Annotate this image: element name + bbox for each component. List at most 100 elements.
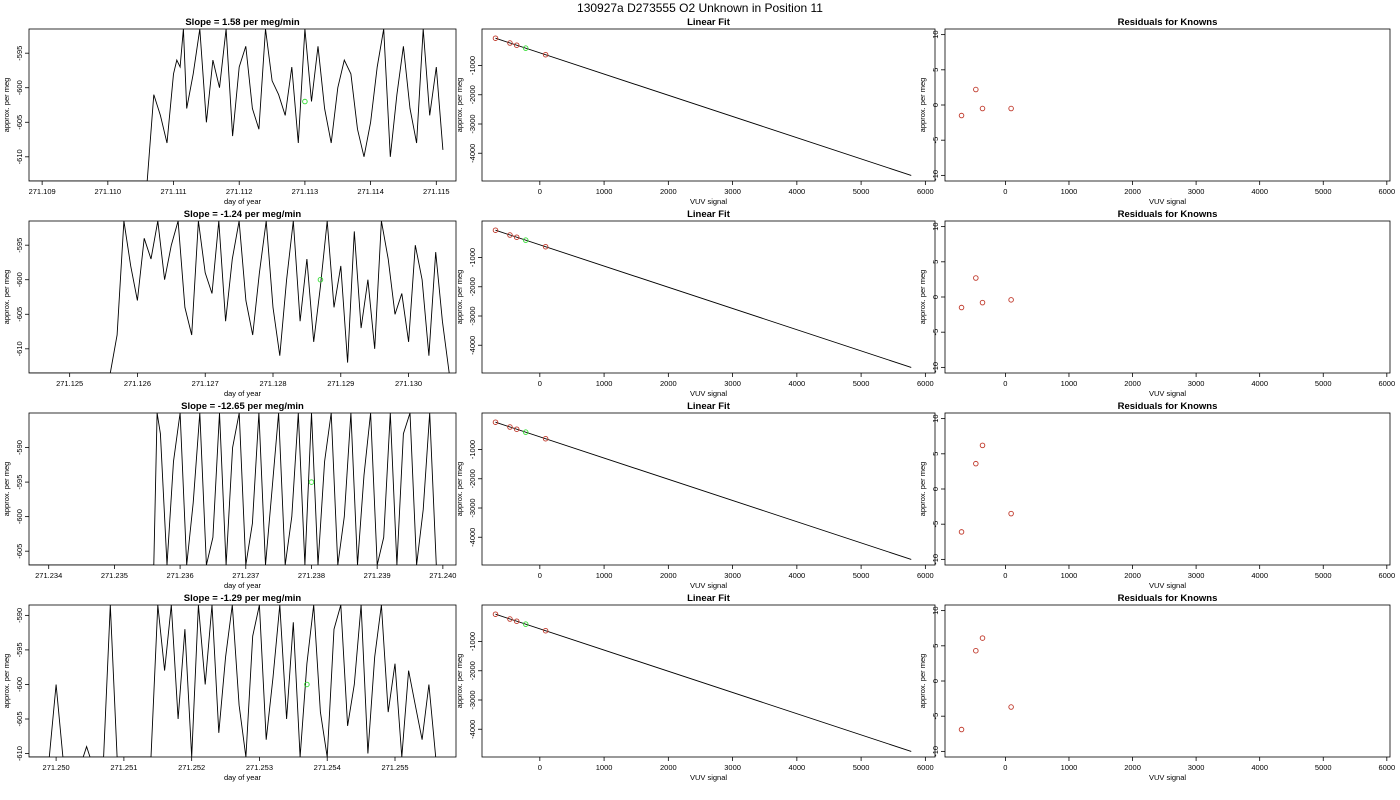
known-point [979, 442, 986, 449]
x-tick-label: 3000 [724, 571, 741, 580]
x-tick-label: 271.251 [110, 763, 137, 772]
x-tick-label: 271.127 [192, 379, 219, 388]
known-point [1008, 704, 1014, 710]
x-tick-label: 6000 [917, 187, 934, 196]
x-tick-label: 4000 [1251, 379, 1268, 388]
x-tick-label: 4000 [1251, 571, 1268, 580]
y-tick-label: 10 [931, 222, 940, 230]
unknown-point [302, 98, 308, 105]
panel-title: Linear Fit [687, 401, 731, 412]
x-tick-label: 5000 [853, 571, 870, 580]
x-tick-label: 1000 [596, 187, 613, 196]
y-tick-label: -2000 [468, 661, 477, 680]
x-tick-label: 271.236 [167, 571, 194, 580]
y-tick-label: -595 [15, 238, 24, 253]
y-axis-label: approx. per meg [2, 654, 11, 709]
x-tick-label: 2000 [1124, 763, 1141, 772]
figure-title: 130927a D273555 O2 Unknown in Position 1… [577, 1, 823, 15]
panel-title: Residuals for Knowns [1118, 17, 1218, 28]
y-tick-label: -605 [15, 544, 24, 559]
x-axis-label: VUV signal [690, 197, 727, 206]
x-tick-label: 271.109 [29, 187, 56, 196]
y-tick-label: -4000 [468, 528, 477, 547]
x-tick-label: 271.239 [364, 571, 391, 580]
y-tick-label: -4000 [468, 144, 477, 163]
x-tick-label: 3000 [724, 187, 741, 196]
x-tick-label: 271.237 [232, 571, 259, 580]
y-tick-label: -10 [931, 362, 940, 373]
x-tick-label: 4000 [789, 763, 806, 772]
known-point [507, 616, 513, 622]
panel-linear-fit-1: Linear Fit 0 1000 2000 3000 4000 5000 6000 -1000… [455, 17, 936, 206]
known-point [973, 86, 979, 93]
x-tick-label: 0 [1003, 379, 1007, 388]
known-point [492, 35, 499, 41]
known-point [492, 227, 499, 233]
y-axis-label: approx. per meg [2, 462, 11, 517]
x-tick-label: 0 [538, 571, 542, 580]
plot-area [958, 86, 1014, 119]
x-axis-label: day of year [224, 197, 262, 206]
y-tick-label: -5 [931, 137, 940, 144]
known-point [507, 232, 513, 238]
y-tick-label: -10 [931, 746, 940, 757]
x-tick-label: 1000 [596, 379, 613, 388]
x-tick-label: 6000 [1378, 187, 1395, 196]
x-tick-label: 4000 [789, 571, 806, 580]
y-tick-label: 5 [931, 644, 940, 648]
x-tick-label: 1000 [596, 763, 613, 772]
y-axis-label: approx. per meg [918, 654, 927, 709]
y-tick-label: -10 [931, 554, 940, 565]
fit-line [495, 229, 912, 368]
plot-frame [28, 28, 457, 182]
y-tick-label: -2000 [468, 85, 477, 104]
panel-title: Slope = -1.24 per meg/min [184, 209, 302, 220]
y-tick-label: -5 [931, 713, 940, 720]
x-tick-label: 6000 [1378, 379, 1395, 388]
x-tick-label: 6000 [917, 379, 934, 388]
plot-area [29, 605, 437, 757]
known-point [507, 424, 513, 430]
plot-area [958, 442, 1014, 535]
x-tick-label: 271.126 [124, 379, 151, 388]
y-tick-label: 0 [931, 679, 940, 683]
x-tick-label: 271.125 [56, 379, 83, 388]
x-tick-label: 0 [1003, 571, 1007, 580]
y-tick-label: -5 [931, 521, 940, 528]
x-tick-label: 2000 [660, 379, 677, 388]
known-point [542, 51, 549, 58]
plot-frame [28, 604, 457, 758]
x-tick-label: 1000 [1061, 763, 1078, 772]
panel-timeseries-3: Slope = -12.65 per meg/min 271.234 271.235… [2, 401, 456, 590]
y-tick-label: -595 [15, 475, 24, 490]
unknown-point [308, 479, 315, 485]
panel-title: Slope = -1.29 per meg/min [184, 593, 302, 604]
x-axis-label: VUV signal [690, 581, 727, 590]
x-tick-label: 271.111 [161, 187, 187, 196]
y-tick-label: -600 [15, 677, 24, 692]
y-tick-label: -605 [15, 307, 24, 322]
x-tick-label: 4000 [789, 187, 806, 196]
x-tick-label: 2000 [1124, 379, 1141, 388]
y-tick-label: -3000 [468, 306, 477, 325]
known-point [958, 529, 965, 535]
x-tick-label: 3000 [724, 379, 741, 388]
x-tick-label: 1000 [1061, 379, 1078, 388]
y-tick-label: 0 [931, 103, 940, 107]
x-tick-label: 271.234 [35, 571, 62, 580]
unknown-point [522, 621, 529, 627]
plot-area [29, 413, 437, 565]
x-tick-label: 6000 [1378, 763, 1395, 772]
known-point [542, 627, 549, 634]
plot-area [492, 611, 912, 752]
x-tick-label: 5000 [1315, 763, 1332, 772]
y-axis-label: approx. per meg [2, 78, 11, 133]
known-point [542, 243, 549, 250]
x-tick-label: 271.115 [423, 187, 450, 196]
fit-line [495, 613, 912, 752]
y-tick-label: 5 [931, 260, 940, 264]
y-tick-label: -2000 [468, 469, 477, 488]
x-tick-label: 5000 [1315, 187, 1332, 196]
y-tick-label: 5 [931, 68, 940, 72]
